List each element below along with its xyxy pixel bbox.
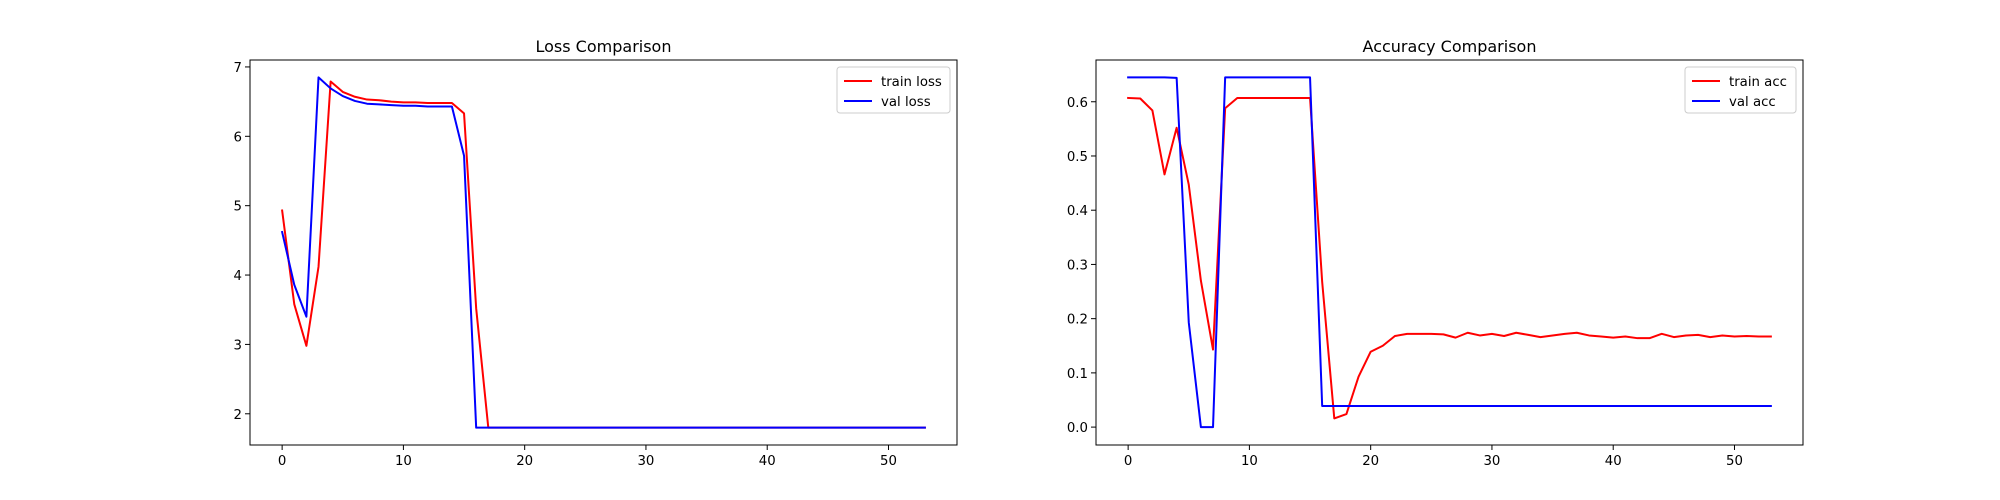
accuracy-x-tick-label: 20 [1362,454,1379,469]
loss-y-tick-label: 2 [234,408,242,423]
accuracy-legend: train acc val acc [1684,66,1797,114]
accuracy-x-tick-label: 30 [1483,454,1500,469]
loss-x-tick-label: 10 [395,454,412,469]
loss-chart-title: Loss Comparison [536,37,672,56]
loss-axes-frame [249,59,958,446]
accuracy-y-tick-label: 0.5 [1067,150,1088,165]
accuracy-y-tick-label: 0.2 [1067,313,1088,328]
loss-y-tick-label: 7 [234,61,242,76]
accuracy-chart-title: Accuracy Comparison [1363,37,1537,56]
loss-y-tick-label: 6 [234,130,242,145]
accuracy-y-tick-label: 0.3 [1067,258,1088,273]
loss-y-tick-label: 4 [234,269,242,284]
loss-legend-label-1: train loss [881,75,942,90]
loss-chart: Loss Comparison 0 10 20 30 40 50 2 3 4 5 6 7 train lo… [234,37,958,469]
accuracy-x-tick-label: 50 [1726,454,1743,469]
loss-x-tick-label: 0 [278,454,286,469]
accuracy-y-tick-label: 0.0 [1067,421,1088,436]
accuracy-series-line-1 [1127,96,1772,420]
accuracy-x-tick-label: 10 [1241,454,1258,469]
accuracy-chart: Accuracy Comparison 0 10 20 30 40 50 0.0 0.1 0.2 0… [1067,37,1804,469]
accuracy-x-tick-label: 0 [1124,454,1132,469]
loss-y-tick-label: 5 [234,200,242,215]
accuracy-y-tick-label: 0.6 [1067,96,1088,111]
loss-series-line-2 [280,76,926,429]
accuracy-axes-frame [1095,59,1804,446]
accuracy-y-tick-label: 0.1 [1067,367,1088,382]
accuracy-x-tick-label: 40 [1605,454,1622,469]
loss-x-tick-label: 30 [637,454,654,469]
loss-x-tick-label: 20 [516,454,533,469]
loss-legend: train loss val loss [836,66,951,114]
accuracy-legend-label-1: train acc [1729,75,1787,90]
loss-y-tick-label: 3 [234,338,242,353]
loss-legend-label-2: val loss [881,95,931,110]
accuracy-series-line-2 [1127,76,1772,429]
loss-x-tick-label: 50 [880,454,897,469]
accuracy-legend-label-2: val acc [1729,95,1776,110]
loss-x-tick-label: 40 [759,454,776,469]
accuracy-y-tick-label: 0.4 [1067,204,1088,219]
